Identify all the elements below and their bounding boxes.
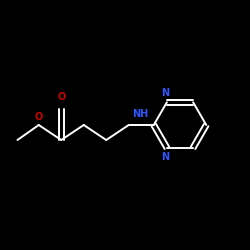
Text: N: N — [162, 152, 170, 162]
Text: O: O — [57, 92, 66, 102]
Text: NH: NH — [132, 109, 148, 119]
Text: O: O — [34, 112, 43, 122]
Text: N: N — [162, 88, 170, 98]
